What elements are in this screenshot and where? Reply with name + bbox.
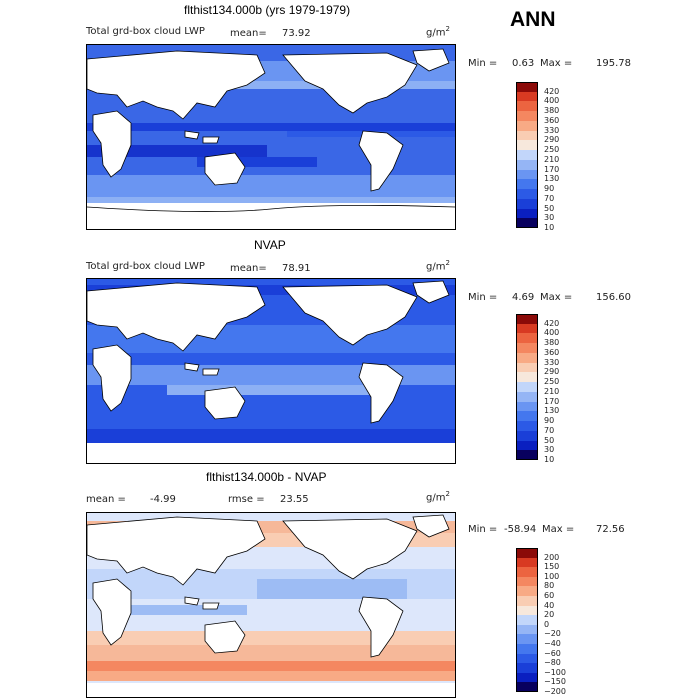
colorbar-tick-label: 200 bbox=[544, 552, 560, 562]
colorbar-tick-label: −40 bbox=[544, 639, 561, 648]
colorbar-tick-label: −60 bbox=[544, 648, 561, 658]
panel1-min-value: 0.63 bbox=[512, 58, 535, 69]
colorbar-tick-label: 70 bbox=[544, 425, 555, 435]
panel3-mean-value: -4.99 bbox=[150, 494, 176, 505]
colorbar-tick-label: −20 bbox=[544, 629, 561, 639]
colorbar-tick-label: 170 bbox=[544, 396, 560, 406]
colorbar-tick-label: 250 bbox=[544, 145, 560, 155]
panel3-units: g/m2 bbox=[426, 490, 450, 504]
colorbar-tick-label: 150 bbox=[544, 562, 560, 572]
colorbar-tick-label: 70 bbox=[544, 193, 555, 203]
panel1-units: g/m2 bbox=[426, 25, 450, 39]
panel3-max-label: Max = bbox=[542, 524, 575, 535]
panel3-colorbar: 200 150 100 80 60 40 20 0 −20 −40 −60 −80 −100 −150 −2… bbox=[516, 548, 576, 696]
colorbar-tick-label: 210 bbox=[544, 386, 560, 396]
colorbar-tick-label: 330 bbox=[544, 357, 560, 367]
panel3-rmse-value: 23.55 bbox=[280, 494, 309, 505]
colorbar-tick-label: −200 bbox=[544, 687, 566, 696]
panel1-mean-value: 73.92 bbox=[282, 28, 311, 39]
panel1-mean-label: mean= bbox=[230, 28, 267, 39]
panel2-min-value: 4.69 bbox=[512, 292, 535, 303]
panel3-title: flthist134.000b - NVAP bbox=[206, 470, 327, 484]
colorbar-tick-label: 290 bbox=[544, 367, 560, 377]
panel2-colorbar: 420 400 380 360 330 290 250 210 170 130 90 70 50 30 10 bbox=[516, 314, 576, 464]
colorbar-tick-label: 380 bbox=[544, 106, 560, 116]
colorbar-tick-label: 40 bbox=[544, 600, 555, 610]
colorbar-tick-label: 420 bbox=[544, 318, 560, 328]
colorbar-tick-label: 130 bbox=[544, 406, 560, 416]
colorbar-tick-label: 360 bbox=[544, 115, 560, 125]
colorbar-tick-label: 30 bbox=[544, 445, 555, 455]
colorbar-tick-label: 50 bbox=[544, 435, 555, 445]
colorbar-tick-label: 10 bbox=[544, 223, 555, 232]
panel3-min-value: -58.94 bbox=[504, 524, 537, 535]
panel2-mean-label: mean= bbox=[230, 263, 267, 274]
colorbar-tick-label: 170 bbox=[544, 164, 560, 174]
colorbar-tick-label: −80 bbox=[544, 658, 561, 668]
panel1-field-label: Total grd-box cloud LWP bbox=[86, 26, 205, 37]
panel2-title: NVAP bbox=[254, 238, 286, 252]
colorbar-tick-label: 130 bbox=[544, 174, 560, 184]
colorbar-tick-label: 10 bbox=[544, 455, 555, 464]
panel2-max-value: 156.60 bbox=[596, 292, 631, 303]
panel3-map bbox=[86, 512, 456, 698]
colorbar-tick-label: −100 bbox=[544, 667, 566, 677]
panel3-rmse-label: rmse = bbox=[228, 494, 265, 505]
colorbar-tick-label: 50 bbox=[544, 203, 555, 213]
colorbar-tick-label: 290 bbox=[544, 135, 560, 145]
colorbar-tick-label: 330 bbox=[544, 125, 560, 135]
colorbar-tick-label: 90 bbox=[544, 184, 555, 194]
colorbar-tick-label: 380 bbox=[544, 338, 560, 348]
panel2-min-label: Min = bbox=[468, 292, 498, 303]
colorbar-tick-label: −150 bbox=[544, 677, 566, 687]
colorbar-tick-label: 210 bbox=[544, 154, 560, 164]
panel2-map bbox=[86, 278, 456, 464]
colorbar-tick-label: 0 bbox=[544, 619, 550, 629]
panel2-units: g/m2 bbox=[426, 259, 450, 273]
colorbar-frame bbox=[516, 548, 538, 692]
colorbar-tick-label: 420 bbox=[544, 86, 560, 96]
panel1-min-label: Min = bbox=[468, 58, 498, 69]
panel2-field-label: Total grd-box cloud LWP bbox=[86, 261, 205, 272]
panel1-max-label: Max = bbox=[540, 58, 573, 69]
colorbar-frame bbox=[516, 314, 538, 460]
panel3-min-label: Min = bbox=[468, 524, 498, 535]
colorbar-tick-label: 100 bbox=[544, 571, 560, 581]
colorbar-tick-label: 90 bbox=[544, 416, 555, 426]
season-label: ANN bbox=[510, 8, 556, 31]
colorbar-tick-label: 30 bbox=[544, 213, 555, 223]
panel1-colorbar: 420 400 380 360 330 290 250 210 170 130 90 70 50 30 10 bbox=[516, 82, 576, 232]
colorbar-tick-label: 60 bbox=[544, 591, 555, 600]
colorbar-tick-label: 360 bbox=[544, 347, 560, 357]
colorbar-frame bbox=[516, 82, 538, 228]
colorbar-tick-label: 80 bbox=[544, 581, 555, 591]
panel1-map bbox=[86, 44, 456, 230]
panel3-max-value: 72.56 bbox=[596, 524, 625, 535]
colorbar-tick-label: 250 bbox=[544, 377, 560, 387]
panel2-max-label: Max = bbox=[540, 292, 573, 303]
colorbar-tick-label: 400 bbox=[544, 96, 560, 106]
panel1-title: flthist134.000b (yrs 1979-1979) bbox=[184, 3, 351, 17]
panel3-mean-label: mean = bbox=[86, 494, 126, 505]
panel2-mean-value: 78.91 bbox=[282, 263, 311, 274]
panel1-max-value: 195.78 bbox=[596, 58, 631, 69]
colorbar-tick-label: 400 bbox=[544, 328, 560, 338]
colorbar-tick-label: 20 bbox=[544, 610, 555, 620]
